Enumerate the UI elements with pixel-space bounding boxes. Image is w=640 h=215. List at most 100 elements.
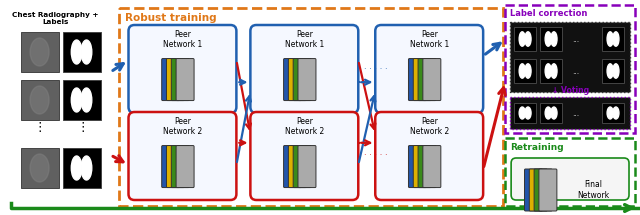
Ellipse shape xyxy=(613,107,619,119)
FancyBboxPatch shape xyxy=(129,112,236,200)
Ellipse shape xyxy=(525,32,531,46)
Text: Peer
Network 2: Peer Network 2 xyxy=(410,117,449,136)
FancyBboxPatch shape xyxy=(511,158,629,200)
FancyBboxPatch shape xyxy=(423,146,441,187)
FancyBboxPatch shape xyxy=(408,146,426,187)
Bar xyxy=(63,32,100,72)
Ellipse shape xyxy=(519,64,525,78)
Bar xyxy=(540,59,562,83)
Bar xyxy=(514,103,536,123)
Bar xyxy=(540,27,562,51)
Text: Retraining: Retraining xyxy=(510,143,564,152)
FancyBboxPatch shape xyxy=(534,169,552,211)
FancyBboxPatch shape xyxy=(284,58,301,101)
Ellipse shape xyxy=(30,86,49,114)
Ellipse shape xyxy=(545,107,551,119)
Bar xyxy=(505,5,635,133)
FancyBboxPatch shape xyxy=(284,146,301,187)
Text: Peer
Network 2: Peer Network 2 xyxy=(285,117,324,136)
FancyBboxPatch shape xyxy=(166,146,184,187)
Ellipse shape xyxy=(71,40,82,64)
FancyBboxPatch shape xyxy=(172,58,189,101)
Ellipse shape xyxy=(551,64,557,78)
Text: ⋮: ⋮ xyxy=(33,121,46,135)
Ellipse shape xyxy=(71,88,82,112)
FancyBboxPatch shape xyxy=(423,58,441,101)
Ellipse shape xyxy=(545,64,551,78)
FancyBboxPatch shape xyxy=(176,58,194,101)
FancyBboxPatch shape xyxy=(289,146,307,187)
Ellipse shape xyxy=(81,40,92,64)
FancyBboxPatch shape xyxy=(418,146,436,187)
FancyBboxPatch shape xyxy=(293,58,311,101)
FancyBboxPatch shape xyxy=(375,25,483,113)
Ellipse shape xyxy=(30,154,49,182)
FancyBboxPatch shape xyxy=(162,58,180,101)
Ellipse shape xyxy=(525,64,531,78)
Bar xyxy=(63,148,100,188)
FancyBboxPatch shape xyxy=(166,58,184,101)
Text: ⋮: ⋮ xyxy=(76,121,89,135)
Text: ↓ Voting: ↓ Voting xyxy=(552,86,589,95)
Text: ...: ... xyxy=(573,66,580,75)
Ellipse shape xyxy=(551,107,557,119)
Bar xyxy=(510,22,630,92)
FancyBboxPatch shape xyxy=(162,146,180,187)
Text: ...: ... xyxy=(573,109,580,118)
FancyBboxPatch shape xyxy=(172,146,189,187)
FancyBboxPatch shape xyxy=(408,58,426,101)
Text: Robust training: Robust training xyxy=(125,13,216,23)
Ellipse shape xyxy=(71,156,82,180)
FancyBboxPatch shape xyxy=(525,169,543,211)
Bar xyxy=(514,27,536,51)
Text: · · · · ·: · · · · · xyxy=(364,152,388,161)
Bar xyxy=(20,80,59,120)
FancyBboxPatch shape xyxy=(129,25,236,113)
Ellipse shape xyxy=(613,32,619,46)
Bar xyxy=(602,59,624,83)
FancyBboxPatch shape xyxy=(418,58,436,101)
FancyBboxPatch shape xyxy=(250,112,358,200)
Ellipse shape xyxy=(519,107,525,119)
Ellipse shape xyxy=(30,38,49,66)
Ellipse shape xyxy=(607,64,613,78)
Text: Peer
Network 2: Peer Network 2 xyxy=(163,117,202,136)
FancyBboxPatch shape xyxy=(298,146,316,187)
Bar xyxy=(505,138,635,206)
Ellipse shape xyxy=(545,32,551,46)
Ellipse shape xyxy=(81,88,92,112)
Ellipse shape xyxy=(607,107,613,119)
Bar xyxy=(63,80,100,120)
FancyBboxPatch shape xyxy=(250,25,358,113)
Text: Peer
Network 1: Peer Network 1 xyxy=(285,30,324,49)
FancyBboxPatch shape xyxy=(413,146,431,187)
Bar xyxy=(20,32,59,72)
FancyBboxPatch shape xyxy=(298,58,316,101)
Text: Final
Network: Final Network xyxy=(577,180,609,200)
Bar xyxy=(118,8,503,206)
FancyBboxPatch shape xyxy=(413,58,431,101)
Text: Peer
Network 1: Peer Network 1 xyxy=(410,30,449,49)
Ellipse shape xyxy=(613,64,619,78)
FancyBboxPatch shape xyxy=(539,169,557,211)
Bar xyxy=(602,103,624,123)
Bar xyxy=(540,103,562,123)
FancyBboxPatch shape xyxy=(375,112,483,200)
Text: Peer
Network 1: Peer Network 1 xyxy=(163,30,202,49)
Ellipse shape xyxy=(525,107,531,119)
Bar xyxy=(510,97,630,129)
Ellipse shape xyxy=(81,156,92,180)
Ellipse shape xyxy=(607,32,613,46)
Bar xyxy=(514,59,536,83)
Text: Chest Radiography +
Labels: Chest Radiography + Labels xyxy=(12,12,99,25)
FancyBboxPatch shape xyxy=(529,169,547,211)
Bar xyxy=(602,27,624,51)
Ellipse shape xyxy=(551,32,557,46)
FancyBboxPatch shape xyxy=(176,146,194,187)
Bar xyxy=(20,148,59,188)
Text: · · · · ·: · · · · · xyxy=(364,64,388,74)
Text: ...: ... xyxy=(573,34,580,43)
FancyBboxPatch shape xyxy=(289,58,307,101)
FancyBboxPatch shape xyxy=(293,146,311,187)
Text: Label correction: Label correction xyxy=(510,9,588,18)
